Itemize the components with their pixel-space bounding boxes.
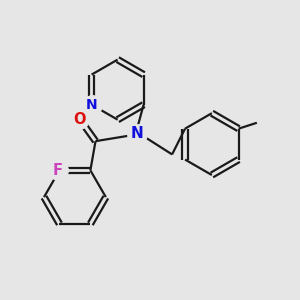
- Text: N: N: [130, 126, 143, 141]
- Text: O: O: [73, 112, 86, 127]
- Text: N: N: [86, 98, 98, 112]
- Text: F: F: [53, 163, 63, 178]
